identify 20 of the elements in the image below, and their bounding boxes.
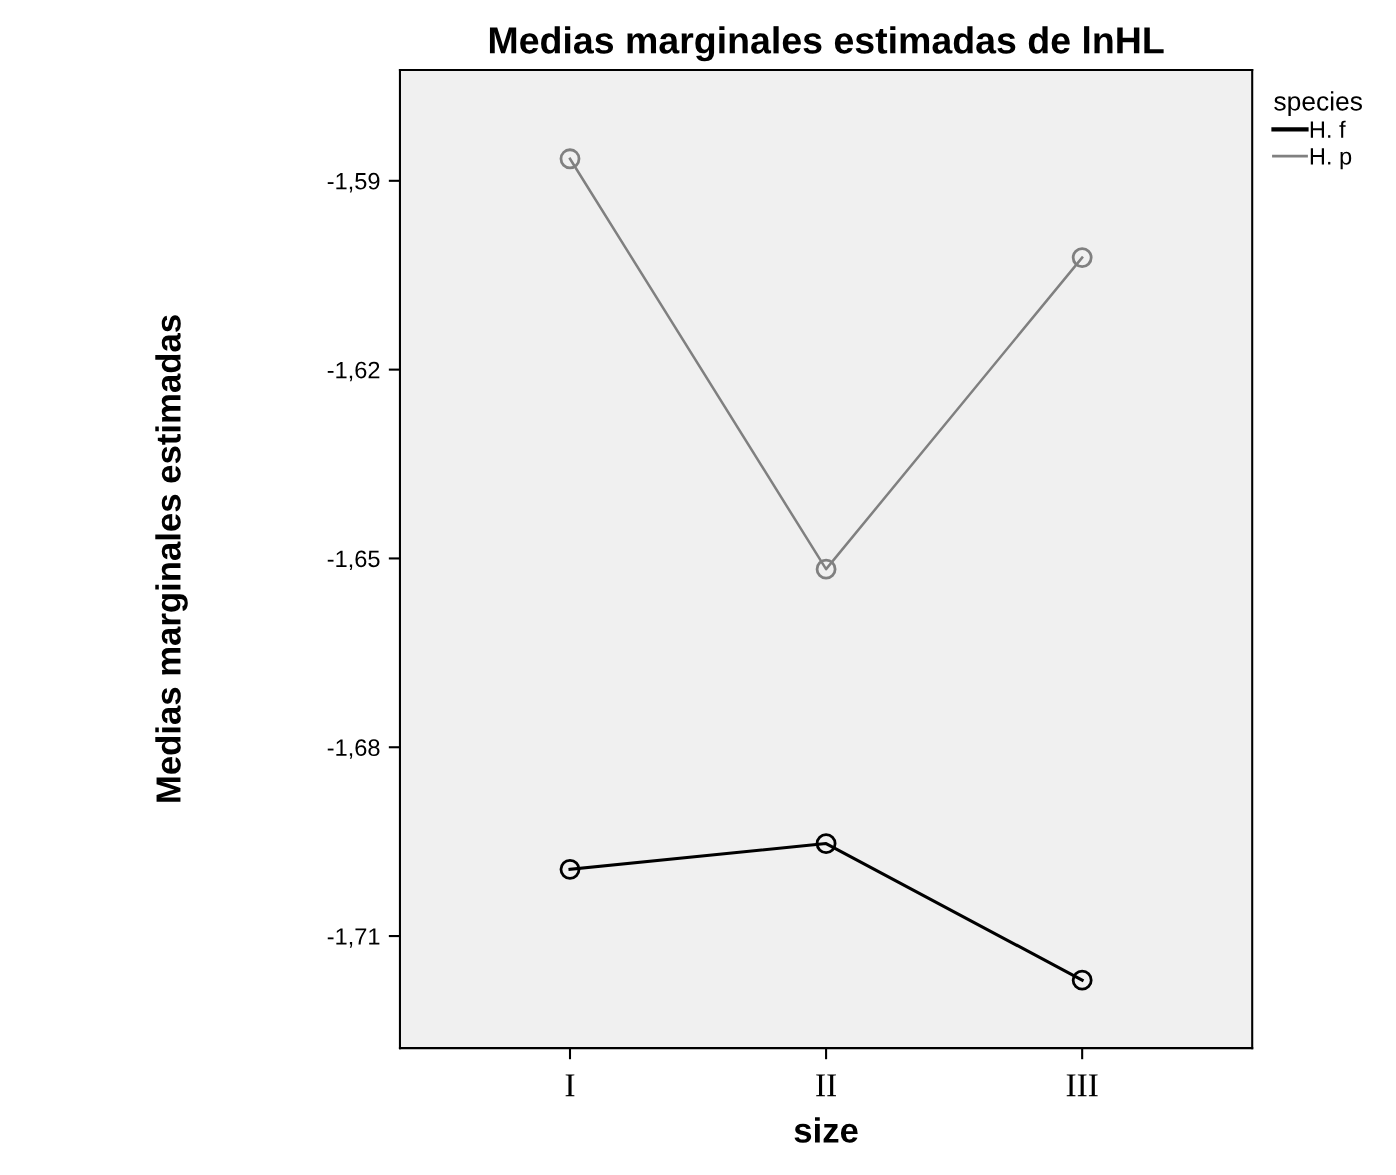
chart-title: Medias marginales estimadas de lnHL — [489, 26, 1164, 62]
legend-title: species — [1274, 91, 1362, 116]
point — [1071, 247, 1093, 269]
x-tick-label: II — [816, 1074, 837, 1097]
point — [559, 148, 581, 170]
legend-label: H. p — [1310, 148, 1352, 170]
point — [815, 833, 837, 854]
point — [1071, 969, 1093, 991]
x-axis-title: size — [794, 1117, 858, 1143]
y-axis-title: Medias marginales estimadas — [155, 315, 188, 802]
y-tick-label: -1,68 — [327, 739, 380, 759]
x-tick-label: I — [565, 1074, 575, 1097]
x-tick-label: III — [1066, 1074, 1098, 1097]
y-tick-label: -1,62 — [327, 361, 380, 382]
y-tick-label: -1,59 — [327, 172, 380, 193]
y-tick-label: -1,65 — [327, 550, 380, 571]
y-tick-label: -1,71 — [327, 928, 380, 948]
point — [815, 558, 837, 580]
point — [559, 858, 581, 880]
legend-label: H. f — [1310, 120, 1346, 138]
